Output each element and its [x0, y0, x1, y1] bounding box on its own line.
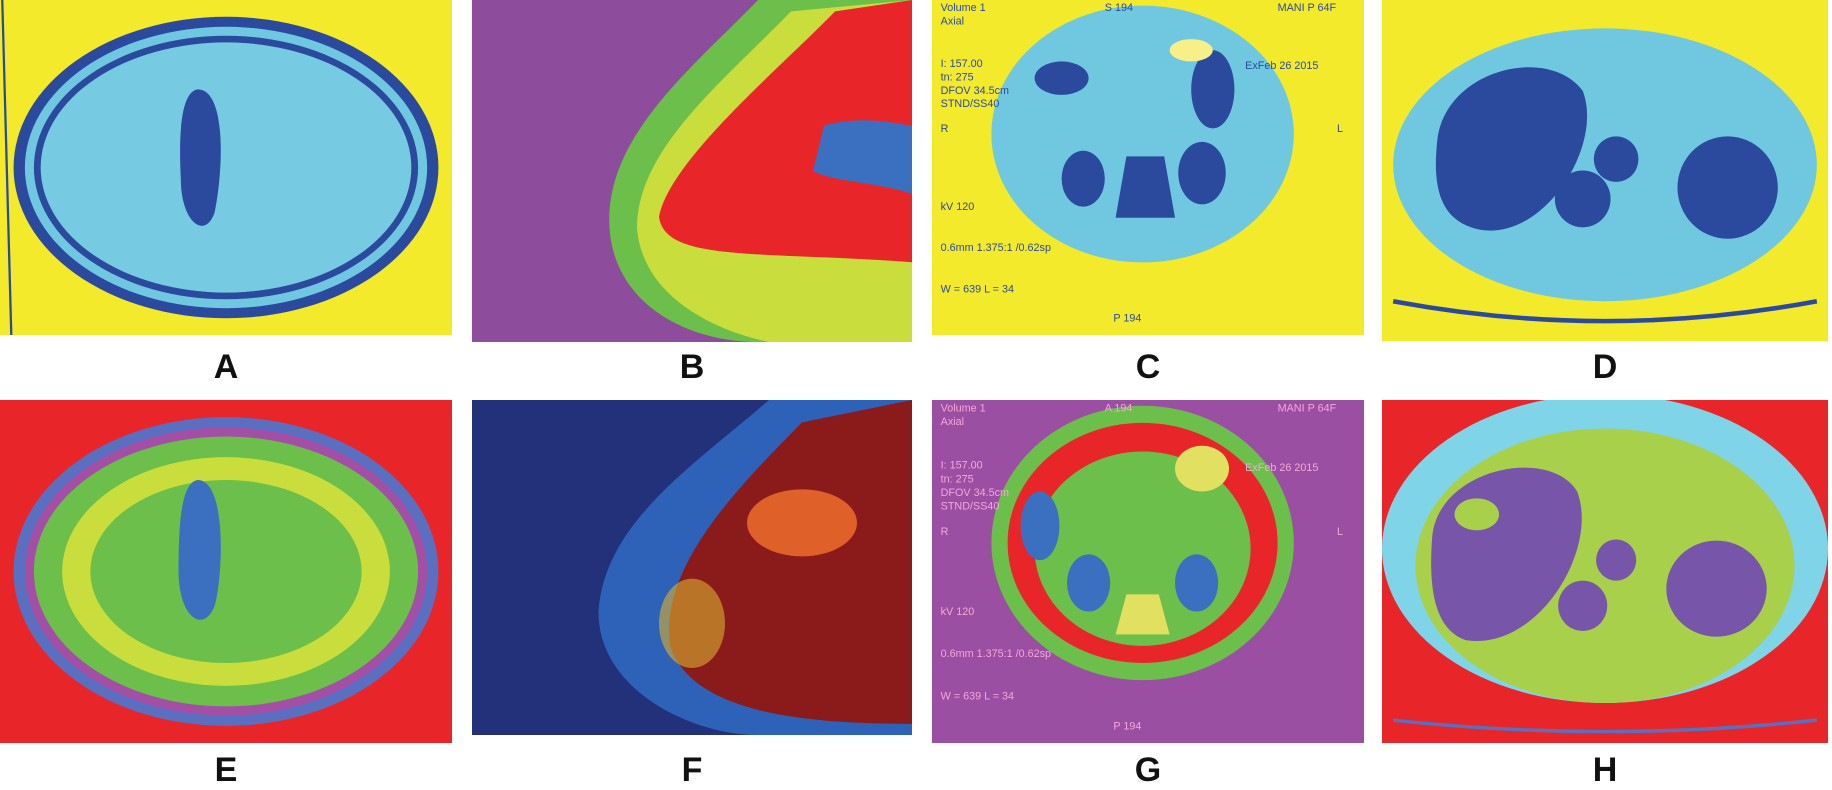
overlay-text: P 194 [1113, 312, 1141, 324]
panel-label: H [1592, 751, 1618, 789]
overlay-text: STND/SS40 [941, 501, 1000, 513]
overlay-text: DFOV 34.5cm [941, 487, 1009, 499]
overlay-text: kV 120 [941, 606, 975, 618]
panel-label: A [213, 348, 239, 386]
panel-label: E [214, 751, 238, 789]
panel-image [472, 400, 912, 735]
overlay-text: STND/SS40 [941, 98, 1000, 110]
overlay-text: W = 639 L = 34 [941, 690, 1014, 702]
overlay-text: S 194 [1105, 2, 1133, 14]
overlay-text: A 194 [1105, 402, 1133, 414]
overlay-text: Axial [941, 416, 964, 428]
overlay-text: Volume 1 [941, 2, 986, 14]
overlay-text: Volume 1 [941, 402, 986, 414]
panel-image: Volume 1 Axial A 194 MANI P 64F I: 157.00 tn:… [932, 400, 1364, 743]
overlay-text: W = 639 L = 34 [941, 283, 1014, 295]
overlay-text: L [1337, 123, 1343, 135]
panel-image [0, 0, 452, 335]
panel-image [1382, 400, 1828, 743]
overlay-text: R [941, 123, 949, 135]
overlay-text: ExFeb 26 2015 [1245, 60, 1318, 72]
overlay-text: R [941, 526, 949, 538]
panel-image [472, 0, 912, 342]
panel-label: B [679, 348, 705, 386]
overlay-text: tn: 275 [941, 71, 974, 83]
overlay-text: tn: 275 [941, 473, 974, 485]
overlay-text: P 194 [1113, 720, 1141, 732]
overlay-text: Axial [941, 15, 964, 27]
overlay-text: 0.6mm 1.375:1 /0.62sp [941, 648, 1051, 660]
overlay-text: MANI P 64F [1278, 402, 1337, 414]
panel-label: G [1134, 751, 1162, 789]
overlay-text: I: 157.00 [941, 58, 983, 70]
overlay-text: MANI P 64F [1278, 2, 1337, 14]
panel-label: C [1135, 348, 1161, 386]
overlay-text: I: 157.00 [941, 459, 983, 471]
panel-image [1382, 0, 1828, 341]
overlay-text: DFOV 34.5cm [941, 85, 1009, 97]
panel-label: D [1592, 348, 1618, 386]
overlay-text: L [1337, 526, 1343, 538]
panel-image [0, 400, 452, 743]
overlay-text: kV 120 [941, 201, 975, 213]
overlay-text: 0.6mm 1.375:1 /0.62sp [941, 242, 1051, 254]
overlay-text: ExFeb 26 2015 [1245, 462, 1318, 474]
panel-label: F [681, 751, 703, 789]
